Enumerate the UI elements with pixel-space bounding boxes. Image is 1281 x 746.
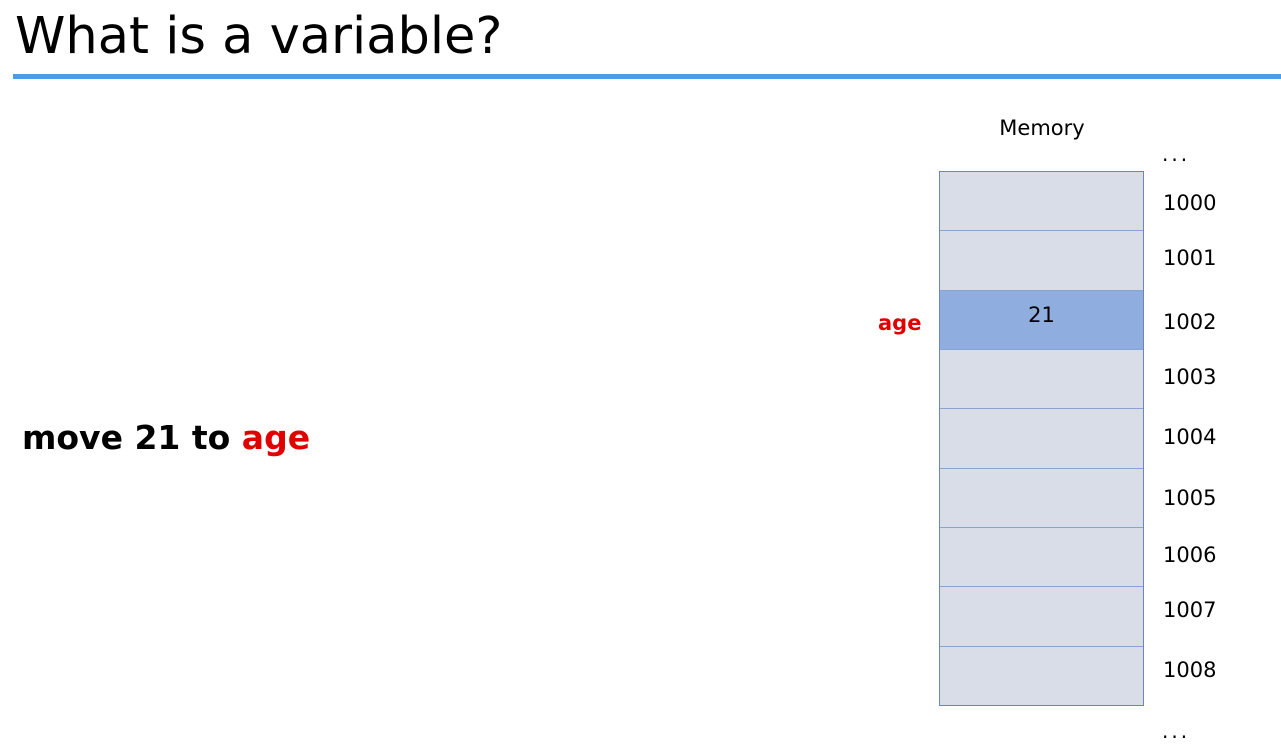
address-1005: 1005 [1163,486,1217,510]
ellipsis-top: ... [1162,142,1191,166]
ellipsis-bottom: ... [1162,719,1191,743]
memory-cell-1006 [940,526,1143,587]
address-1003: 1003 [1163,365,1217,389]
memory-cell-1001 [940,230,1143,290]
instruction-statement: move 21 to age [22,415,310,461]
memory-label: Memory [999,116,1085,140]
memory-cell-1002: 21 [940,289,1143,349]
memory-cell-1004 [940,408,1143,468]
address-1008: 1008 [1163,658,1217,682]
address-1007: 1007 [1163,598,1217,622]
memory-block: 21 [939,171,1144,706]
memory-cell-1005 [940,467,1143,527]
address-1001: 1001 [1163,246,1217,270]
address-1004: 1004 [1163,425,1217,449]
memory-cell-1000 [940,172,1143,231]
address-1002: 1002 [1163,310,1217,334]
statement-variable: age [241,418,311,457]
memory-cell-1007 [940,586,1143,646]
statement-prefix: move 21 to [22,418,242,457]
variable-label-age: age [878,311,922,335]
title-underline [13,74,1281,79]
address-1000: 1000 [1163,191,1217,215]
slide-title: What is a variable? [15,7,503,66]
memory-cell-1003 [940,348,1143,409]
memory-cell-1008 [940,645,1143,705]
address-1006: 1006 [1163,543,1217,567]
